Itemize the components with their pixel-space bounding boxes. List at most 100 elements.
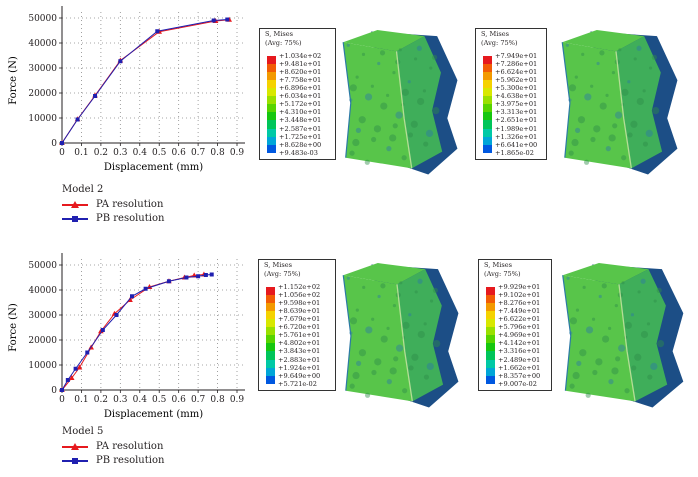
x-tick-label: 0.4 [133,395,148,405]
legend-label: PB resolution [96,213,165,224]
legend-value: +9.481e+01 [279,60,322,69]
legend-line-red [62,443,88,450]
legend-row: +1.924e+01 [259,364,335,376]
legend-value: +6.624e+01 [495,68,538,77]
legend-row: +9.007e-02 [479,380,551,388]
mesh-texture-spot [627,80,631,84]
legend-swatch [486,295,495,304]
mesh-texture-spot [615,356,621,362]
legend-row: +4.969e+01 [479,331,551,344]
data-point-square [60,388,64,392]
mesh-texture-spot [640,278,646,284]
y-tick-label: 20000 [28,336,57,346]
legend-swatch [266,343,275,352]
mesh-texture-spot [364,159,370,165]
legend-label: PB resolution [96,455,165,466]
mesh-texture-spot [651,54,657,60]
mesh-texture-spot [355,127,361,133]
legend-value: +7.949e+01 [495,52,538,61]
mesh-texture-spot [371,369,377,376]
legend-row: +1.662e+01 [479,364,551,376]
legend-row: +2.489e+01 [479,355,551,368]
model-top-face [343,30,425,52]
chart-model-2: 0 0.1 0.2 0.3 0.4 0.5 0.6 0.7 0.8 0.9 0 10000 20000 3… [8,6,245,173]
model-right-face [397,269,444,402]
mesh-texture-spot [618,48,622,52]
mesh-texture-spot [585,392,591,398]
mesh-texture-spot [417,97,425,106]
mesh-texture-spot [637,290,641,294]
mesh-texture-spot [565,43,569,47]
mesh-texture-spot [425,129,434,137]
data-point-square [196,274,201,279]
y-axis-label: Force (N) [8,56,19,105]
model-edge [562,275,572,391]
mesh-texture-spot [596,61,600,66]
legend-swatch [267,96,276,105]
mesh-texture-spot [370,84,374,88]
model-right-face [396,36,443,169]
legend-value: +5.172e+01 [279,100,322,109]
legend-swatch [483,96,492,105]
legend-value: +4.310e+01 [279,108,322,117]
mesh-texture-spot [371,317,375,321]
legend-value: +8.639e+01 [278,307,321,316]
mesh-texture-spot [577,116,586,124]
mesh-texture-spot [569,317,578,325]
legend-value: +6.622e+01 [498,315,541,324]
model-right-face [619,269,668,402]
legend-swatch [483,104,492,113]
data-point-square [100,328,105,332]
mesh-texture-spot [411,353,419,361]
mesh-texture-spot [386,146,392,152]
mesh-texture-spot [346,43,350,47]
legend-swatch [486,303,495,312]
y-tick-label: 0 [51,139,57,149]
mesh-texture-spot [599,102,607,110]
legend-swatch [266,351,275,360]
legend-row: +5.721e-02 [259,380,335,388]
legend-swatch [486,319,495,328]
legend-value: +3.843e+01 [278,347,321,356]
legend-line-blue [62,216,88,222]
legend-row: +1.865e-02 [476,149,546,157]
data-point-square [73,366,78,371]
model-edge [396,284,414,402]
mesh-texture-spot [652,107,660,115]
legend-row: +7.449e+01 [479,307,551,320]
mesh-texture-spot [349,84,357,92]
mesh-texture-spot [569,383,575,389]
legend-value: +2.883e+01 [278,355,321,364]
legend-row: +4.638e+01 [476,92,546,105]
legend-row: +3.448e+01 [260,116,335,129]
stress-legend: S, Mises (Avg: 75%) +1.152e+02 +1.056e+02 +9… [258,259,336,391]
mesh-texture-spot [621,155,627,161]
mesh-texture-spot [583,159,590,165]
mesh-texture-spot [386,379,392,385]
x-tick-label: 0.3 [113,395,128,405]
chart-model-5: 0 0.1 0.2 0.3 0.4 0.5 0.6 0.7 0.8 0.9 0 10000 20000 3… [8,253,245,420]
legend-value: +9.007e-02 [498,379,537,388]
series-line [61,19,228,144]
legend-value: +3.316e+01 [498,347,541,356]
legend-value: +2.489e+01 [498,355,541,364]
chart-grid [62,259,243,390]
data-point-square [203,273,208,277]
mesh-texture-spot [627,132,633,138]
fe-model-render [562,263,684,408]
stress-legend: S, Mises (Avg: 75%) +1.034e+02 +9.481e+01 +8… [259,28,336,160]
legend-value: +1.034e+02 [279,52,322,61]
legend-swatch [483,120,492,129]
x-axis-label: Displacement (mm) [104,162,203,173]
x-tick-label: 0.9 [230,148,245,158]
y-tick-label: 20000 [28,89,57,99]
mesh-texture-spot [605,146,611,152]
legend-row: +5.172e+01 [260,100,335,113]
legend-value: +7.679e+01 [278,315,321,324]
x-tick-label: 0.8 [210,148,225,158]
mesh-texture-spot [355,308,359,312]
legend-value: +2.587e+01 [279,124,322,133]
legend-row: +6.641e+00 [476,141,546,153]
mesh-texture-spot [646,322,651,326]
mesh-texture-spot [636,45,642,51]
